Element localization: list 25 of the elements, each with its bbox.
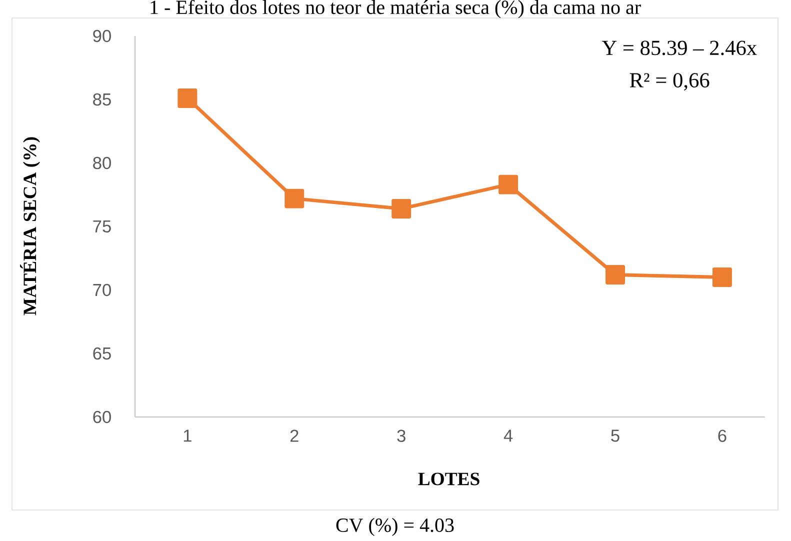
point xyxy=(284,188,304,208)
y-tick-label: 90 xyxy=(93,30,111,42)
point xyxy=(498,174,518,194)
point xyxy=(392,198,412,218)
y-tick-label: 60 xyxy=(93,410,111,424)
y-tick-label: 85 xyxy=(93,93,111,106)
point xyxy=(606,265,625,284)
annotation: Y = 85.39 – 2.46x xyxy=(602,40,757,56)
y-tick-label: 70 xyxy=(93,284,111,296)
x-tick-label: 5 xyxy=(611,430,620,442)
y-axis-title: MATÉRIA SECA (%) xyxy=(20,137,40,316)
y-tick-label: 80 xyxy=(93,156,111,170)
x-tick-label: 1 xyxy=(184,430,192,442)
y-tick-label: 75 xyxy=(93,220,111,233)
chart-title: 1 - Efeito dos lotes no teor de matéria seca (%) da cama no ar xyxy=(150,0,641,18)
x-tick-label: 6 xyxy=(718,430,726,442)
x-tick-label: 2 xyxy=(290,430,298,442)
x-tick-label: 3 xyxy=(397,430,406,442)
x-tick-label: 4 xyxy=(504,430,513,442)
text: CV (%) = 4.03 xyxy=(336,518,454,536)
annotation: R² = 0,66 xyxy=(630,73,710,91)
point xyxy=(178,88,198,108)
point xyxy=(712,268,732,288)
y-tick-label: 65 xyxy=(93,347,111,360)
x-axis-title: LOTES xyxy=(418,472,480,486)
